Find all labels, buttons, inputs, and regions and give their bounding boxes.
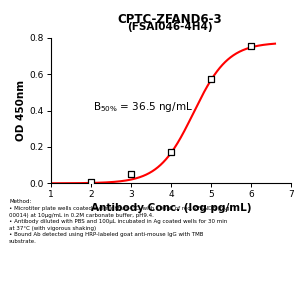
Point (249, 44, 254, 48)
Text: Method:
• Microtiter plate wells coated overnight at 4°C  with 100μL of rec. ZFA: Method: • Microtiter plate wells coated … (9, 199, 229, 244)
X-axis label: Antibody Conc. (log pg/mL): Antibody Conc. (log pg/mL) (91, 203, 251, 213)
Text: CPTC-ZFAND6-3: CPTC-ZFAND6-3 (117, 13, 222, 26)
Point (88, 179, 93, 184)
Point (208, 77, 213, 81)
Point (129, 172, 134, 177)
Text: (FSAI046-4H4): (FSAI046-4H4) (127, 22, 212, 32)
Text: B$_{50\%}$ = 36.5 ng/mL: B$_{50\%}$ = 36.5 ng/mL (93, 100, 193, 114)
Point (169, 149, 173, 154)
Y-axis label: OD 450nm: OD 450nm (16, 80, 26, 141)
